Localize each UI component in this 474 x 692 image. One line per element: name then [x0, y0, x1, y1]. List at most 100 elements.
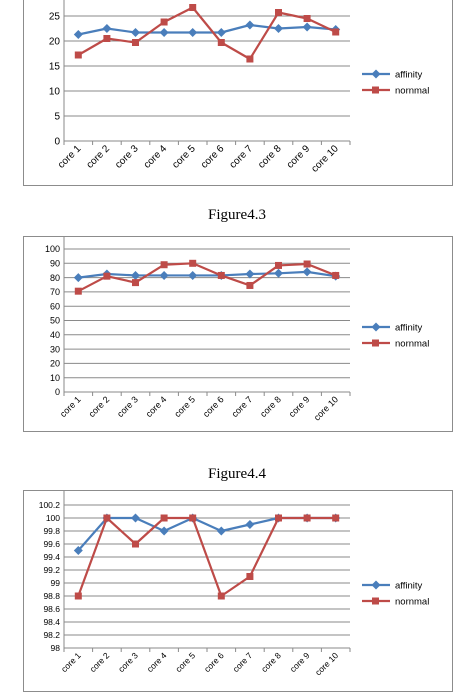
- data-point-affinity: [216, 28, 226, 37]
- data-point-nornmal: [246, 573, 254, 580]
- data-point-affinity: [245, 520, 255, 529]
- legend-marker-affinity: [371, 580, 381, 590]
- legend-item-affinity: affinity: [362, 322, 423, 334]
- data-point-affinity: [73, 546, 83, 555]
- y-tick-label: 100: [46, 513, 60, 523]
- data-point-affinity: [245, 20, 255, 30]
- legend-marker-affinity: [371, 69, 381, 79]
- x-tick-label: core 4: [142, 143, 170, 171]
- data-point-nornmal: [275, 9, 282, 16]
- x-tick-label: core 3: [113, 143, 141, 171]
- data-point-affinity: [102, 24, 112, 33]
- legend-label-nornmal: nornmal: [395, 86, 429, 97]
- x-tick-label: core 1: [58, 394, 83, 419]
- data-point-nornmal: [189, 259, 197, 267]
- data-point-nornmal: [74, 51, 82, 59]
- data-point-nornmal: [189, 4, 197, 11]
- data-point-affinity: [188, 28, 198, 37]
- x-tick-label: core 7: [230, 394, 255, 419]
- x-tick-label: core 9: [288, 650, 312, 674]
- data-point-nornmal: [332, 271, 340, 279]
- data-point-affinity: [274, 268, 283, 278]
- x-tick-label: core 5: [172, 394, 197, 419]
- y-tick-label: 99: [51, 578, 61, 588]
- y-tick-label: 70: [50, 287, 60, 297]
- y-tick-label: 60: [50, 301, 60, 311]
- y-tick-label: 100: [45, 244, 60, 254]
- y-tick-label: 80: [50, 273, 60, 283]
- x-tick-label: core 5: [173, 650, 197, 674]
- x-tick-label: core 6: [202, 650, 226, 674]
- legend-item-nornmal: nornmal: [362, 597, 429, 608]
- x-tick-label: core 2: [87, 394, 112, 419]
- data-point-nornmal: [103, 35, 111, 42]
- data-point-nornmal: [189, 514, 197, 522]
- data-point-affinity: [302, 267, 312, 277]
- data-point-nornmal: [74, 592, 82, 600]
- x-tick-label: core 8: [259, 650, 283, 674]
- series-line-affinity: [77, 516, 336, 552]
- data-point-nornmal: [103, 514, 111, 522]
- data-point-nornmal: [275, 514, 282, 522]
- x-tick-label: core 9: [285, 143, 313, 171]
- x-tick-label: core 8: [258, 394, 283, 419]
- y-tick-label: 15: [49, 62, 61, 73]
- x-tick-label: core 8: [256, 143, 284, 171]
- data-point-affinity: [245, 269, 255, 279]
- legend-label-nornmal: nornmal: [395, 597, 429, 608]
- legend-item-affinity: affinity: [362, 69, 423, 81]
- y-tick-label: 98.6: [43, 604, 60, 614]
- data-point-affinity: [159, 28, 169, 37]
- chart-panel-1: 0 5 10 15 20 25 core 1 core 2 core 3 core 4 core 5…: [23, 0, 453, 186]
- y-tick-label: 30: [50, 344, 60, 354]
- y-tick-label: 20: [49, 37, 61, 48]
- data-point-nornmal: [217, 271, 225, 279]
- legend-marker-nornmal: [372, 597, 379, 605]
- x-tick-label: core 1: [56, 143, 84, 171]
- legend-item-affinity: affinity: [362, 580, 423, 592]
- y-tick-label: 40: [50, 330, 60, 340]
- x-tick-label: core 5: [170, 143, 198, 171]
- data-point-affinity: [73, 273, 83, 283]
- y-tick-label: 98: [51, 643, 61, 653]
- line-chart-2: 0 10 20 30 40 50 60 70 80 90 100 core 1 core 2 core 3…: [45, 237, 429, 423]
- data-point-nornmal: [246, 55, 254, 63]
- data-point-nornmal: [160, 18, 168, 26]
- data-point-nornmal: [246, 281, 254, 289]
- data-point-nornmal: [132, 540, 139, 548]
- y-tick-label: 5: [54, 112, 60, 123]
- line-chart-1: 0 5 10 15 20 25 core 1 core 2 core 3 core 4 core 5…: [49, 0, 429, 175]
- data-point-affinity: [216, 526, 226, 536]
- chart-panel-2: 0 10 20 30 40 50 60 70 80 90 100 core 1 core 2 core 3…: [23, 236, 453, 432]
- data-point-nornmal: [160, 514, 168, 522]
- x-tick-label: core 1: [59, 650, 83, 674]
- x-tick-label: core 9: [287, 394, 312, 419]
- legend-label-affinity: affinity: [395, 323, 423, 334]
- x-tick-label: core 10: [313, 650, 340, 677]
- data-point-nornmal: [132, 279, 139, 287]
- y-tick-label: 0: [54, 137, 60, 148]
- series-line-affinity: [78, 270, 336, 279]
- y-tick-label: 98.8: [43, 591, 60, 601]
- x-tick-label: core 2: [88, 650, 112, 674]
- data-point-nornmal: [303, 514, 311, 522]
- y-tick-label: 99.6: [43, 539, 60, 549]
- legend-label-affinity: affinity: [395, 70, 423, 81]
- data-point-affinity: [131, 513, 140, 523]
- x-tick-label: core 6: [201, 394, 226, 419]
- y-tick-label: 0: [55, 387, 60, 397]
- data-point-nornmal: [303, 260, 311, 268]
- y-tick-label: 25: [49, 12, 61, 23]
- series-line-affinity: [78, 23, 336, 36]
- legend-marker-nornmal: [372, 86, 379, 94]
- data-point-nornmal: [103, 272, 111, 280]
- data-point-affinity: [73, 30, 83, 39]
- chart-panel-3: 98 98.2 98.4 98.6 98.8 99 99.2 99.4 99.6 99.8 100 1…: [23, 490, 453, 692]
- x-tick-label: core 6: [199, 143, 227, 171]
- legend-marker-nornmal: [372, 339, 379, 347]
- data-point-nornmal: [332, 514, 340, 522]
- series-line-nornmal: [77, 262, 337, 293]
- line-chart-3: 98 98.2 98.4 98.6 98.8 99 99.2 99.4 99.6 99.8 100 1…: [39, 491, 429, 677]
- x-tick-label: core 3: [116, 650, 140, 674]
- data-point-nornmal: [74, 287, 82, 295]
